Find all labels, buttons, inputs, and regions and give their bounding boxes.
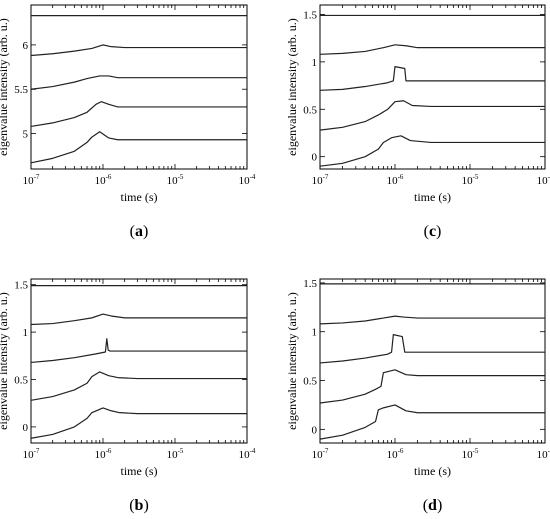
- panel-label: (a): [130, 223, 149, 240]
- y-tick-label: 0: [312, 152, 318, 164]
- x-axis-label: time (s): [121, 190, 158, 204]
- series-line-5: [30, 407, 247, 439]
- y-tick-label: 1.5: [303, 278, 317, 290]
- y-tick-label: 0: [23, 422, 29, 434]
- series-line-2: [319, 44, 545, 55]
- y-axis-label: eigenvalue intensity (arb. u.): [0, 18, 10, 156]
- plot-frame: [319, 4, 546, 170]
- y-tick-label: 1: [23, 327, 29, 339]
- chart-panel-c: 10-7 10-6 10-5 10-4 0 0.5 1 1.5 time (s) eigenval…: [285, 4, 550, 240]
- x-tick-label: 10-4: [537, 173, 550, 187]
- x-tick-label: 10-5: [167, 173, 184, 187]
- x-tick-label: 10-5: [462, 173, 479, 187]
- x-axis-label: time (s): [414, 190, 451, 204]
- y-tick-label: 0.5: [303, 104, 317, 116]
- plot-frame: [319, 278, 546, 444]
- chart-panel-a: 10-7 10-6 10-5 10-4 5 5.5 6 time (s) eigenvalue …: [0, 4, 256, 240]
- y-axis-label: eigenvalue intensity (arb. u.): [285, 18, 299, 156]
- x-tick-label: 10-6: [387, 447, 404, 461]
- series-line-3: [30, 75, 247, 90]
- y-tick-label: 5: [23, 129, 29, 141]
- y-axis-label: eigenvalue intensity (arb. u.): [285, 292, 299, 430]
- x-axis-label: time (s): [121, 464, 158, 478]
- series-line-3: [30, 338, 247, 364]
- y-axis-label: eigenvalue intensity (arb. u.): [0, 292, 10, 430]
- x-tick-label: 10-7: [23, 173, 40, 187]
- y-tick-label: 1: [312, 57, 318, 69]
- x-tick-label: 10-4: [239, 447, 256, 461]
- x-tick-label: 10-6: [387, 173, 404, 187]
- x-tick-label: 10-5: [167, 447, 184, 461]
- x-tick-label: 10-6: [95, 447, 112, 461]
- series-line-2: [30, 44, 247, 57]
- plot-frame: [30, 4, 248, 170]
- x-tick-label: 10-4: [537, 447, 550, 461]
- x-tick-label: 10-7: [23, 447, 40, 461]
- series-line-3: [319, 334, 545, 364]
- series-line-4: [30, 371, 247, 401]
- y-tick-label: 1: [312, 327, 318, 339]
- panel-label: (b): [129, 497, 149, 514]
- y-tick-label: 0.5: [14, 374, 28, 386]
- x-axis-label: time (s): [414, 464, 451, 478]
- y-tick-label: 1.5: [303, 9, 317, 21]
- x-tick-label: 10-7: [312, 173, 329, 187]
- y-tick-label: 5.5: [14, 84, 28, 96]
- plot-frame: [30, 278, 248, 444]
- series-line-3: [319, 66, 545, 91]
- chart-panel-d: 10-7 10-6 10-5 10-4 0 0.5 1 1.5 time (s) eigenval…: [285, 278, 550, 514]
- series-line-5: [30, 131, 247, 164]
- chart-panel-b: 10-7 10-6 10-5 10-4 0 0.5 1 1.5 time (s) eigenval…: [0, 278, 256, 514]
- y-tick-label: 0.5: [303, 376, 317, 388]
- series-line-2: [30, 313, 247, 326]
- series-line-4: [30, 101, 247, 128]
- x-tick-label: 10-5: [462, 447, 479, 461]
- panel-label: (c): [424, 223, 442, 240]
- series-line-4: [319, 369, 545, 404]
- series-line-2: [319, 315, 545, 325]
- panel-label: (d): [423, 497, 443, 514]
- series-line-4: [319, 100, 545, 131]
- x-tick-label: 10-7: [312, 447, 329, 461]
- x-tick-label: 10-6: [95, 173, 112, 187]
- series-line-5: [319, 404, 545, 440]
- y-tick-label: 6: [23, 40, 29, 52]
- y-tick-label: 0: [312, 424, 318, 436]
- y-tick-label: 1.5: [14, 280, 28, 292]
- series-line-5: [319, 135, 545, 167]
- x-tick-label: 10-4: [239, 173, 256, 187]
